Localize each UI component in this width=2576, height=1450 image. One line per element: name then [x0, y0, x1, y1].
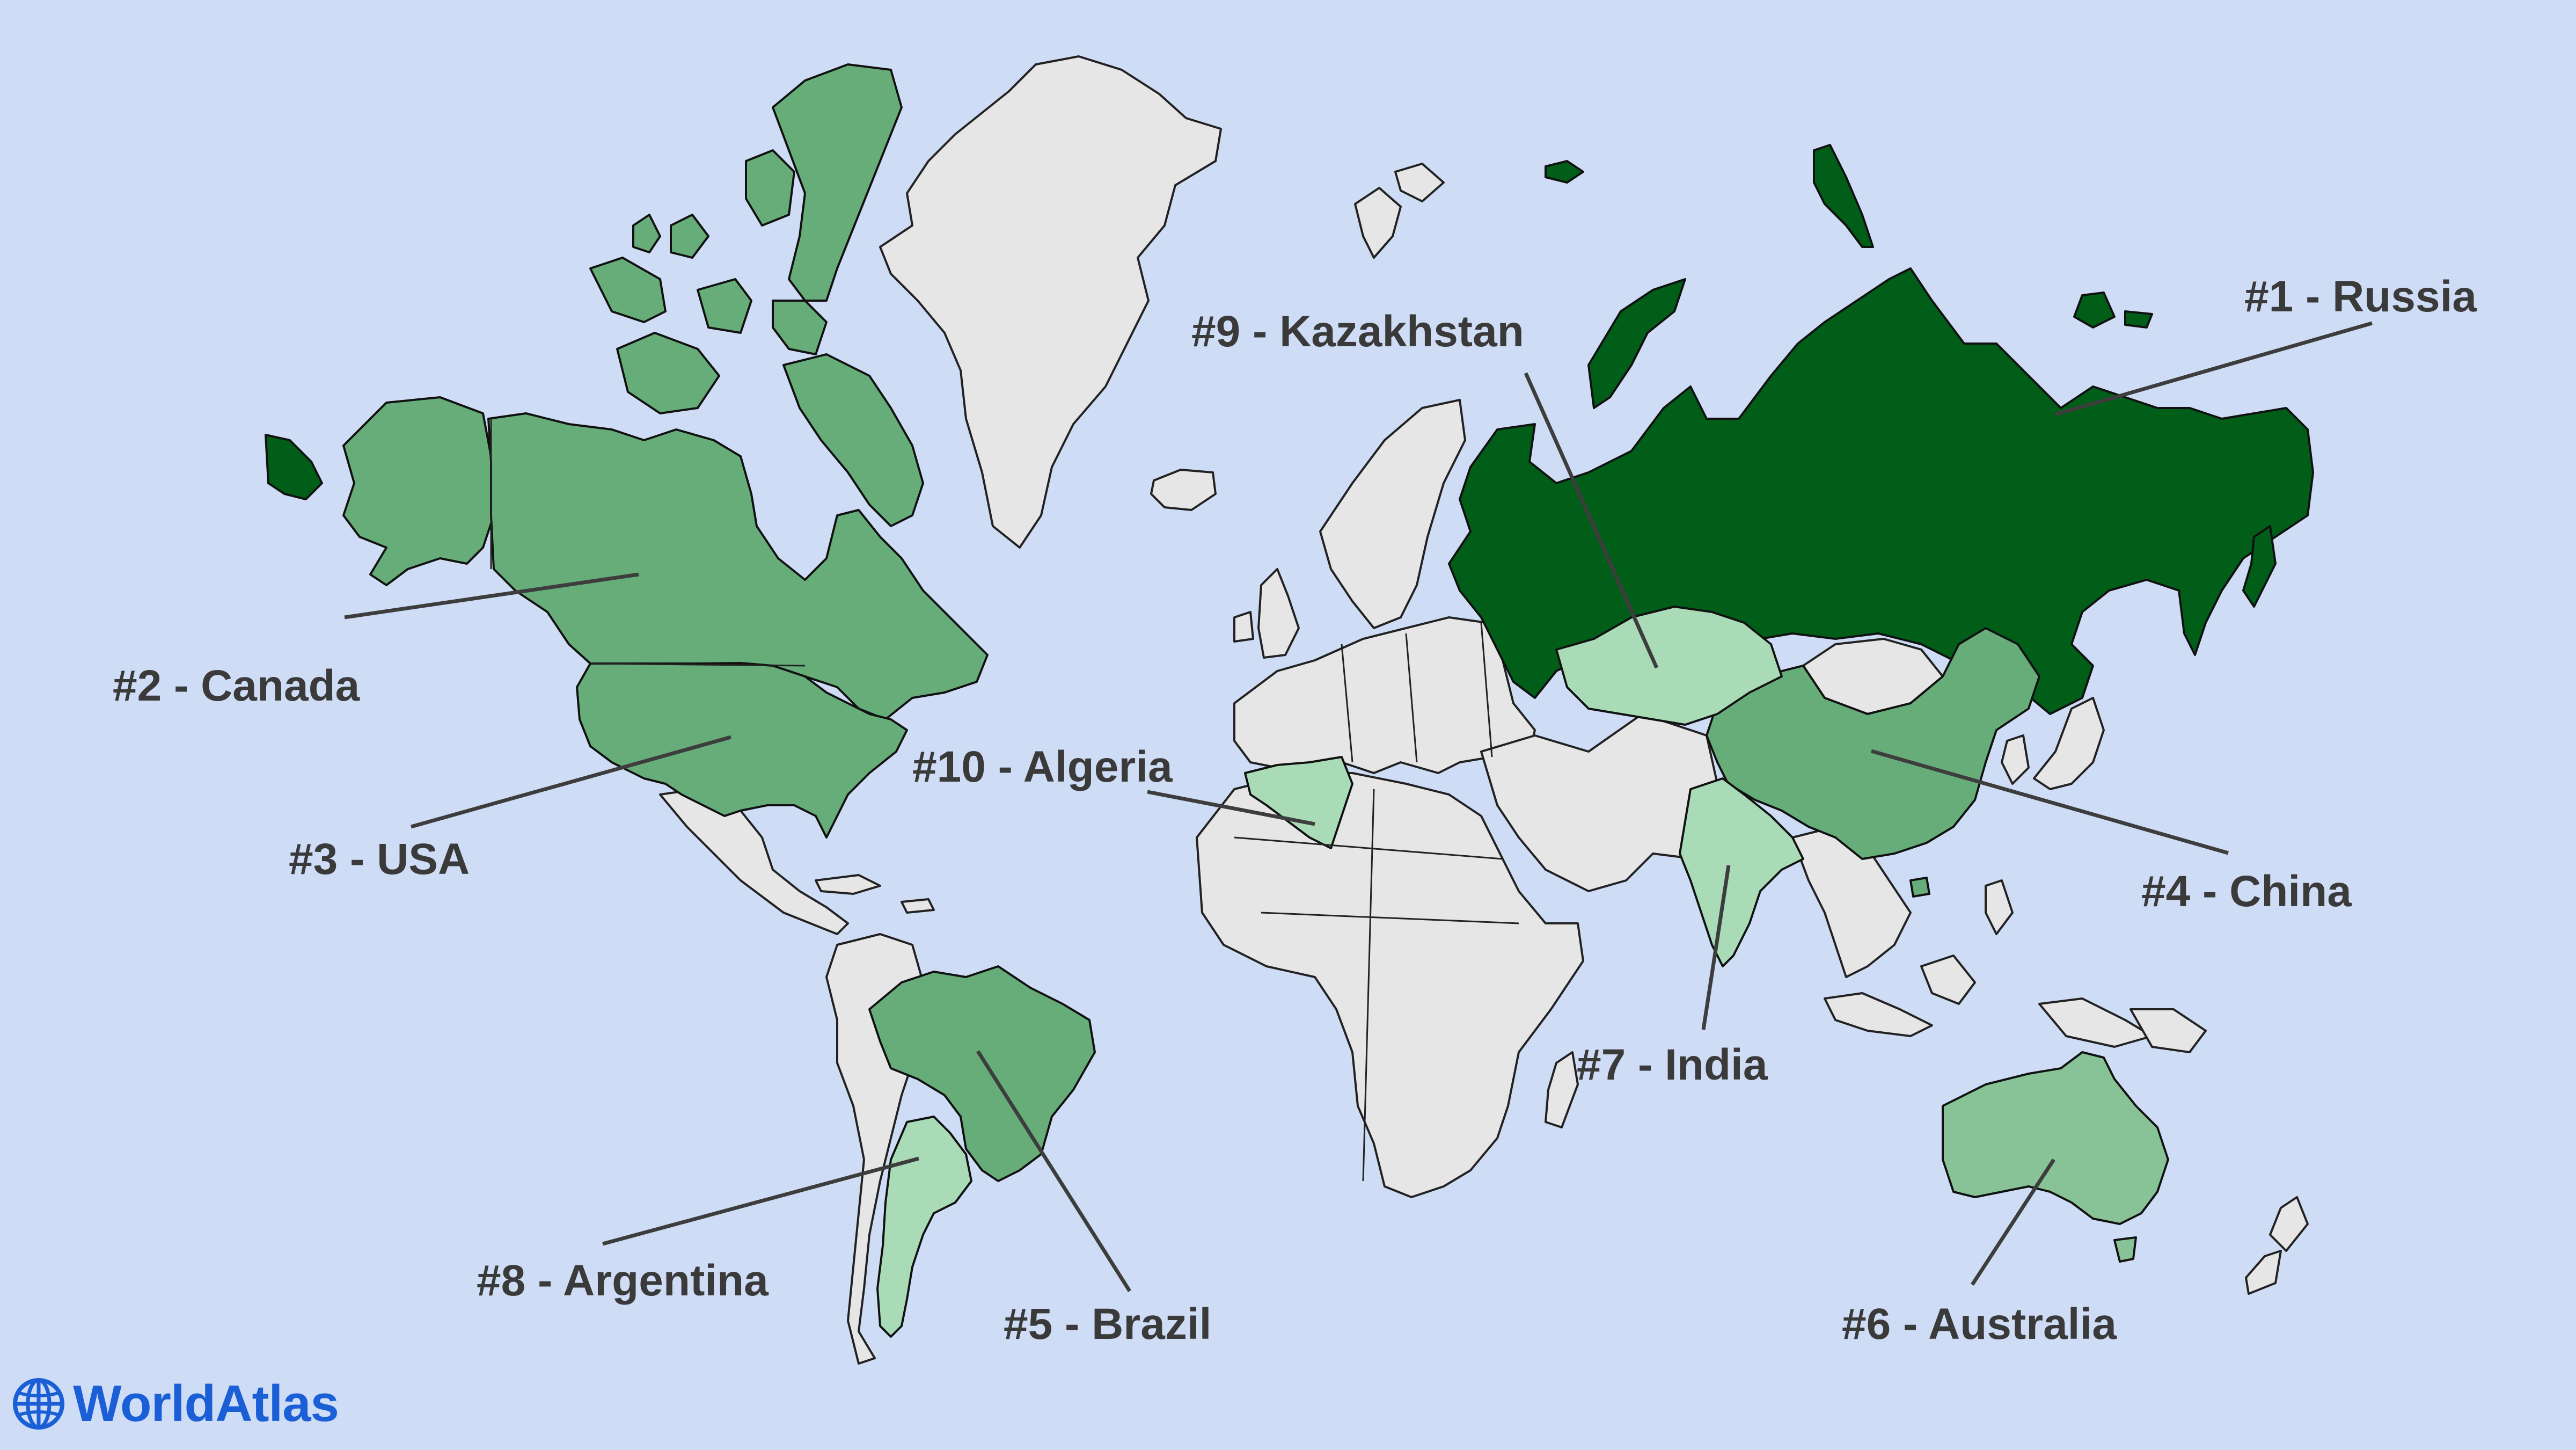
country-canada[interactable]	[487, 412, 989, 720]
label-argentina: #8 - Argentina	[477, 1256, 769, 1305]
label-algeria: #10 - Algeria	[912, 742, 1173, 791]
landmass-uk	[1233, 568, 1300, 659]
other-countries	[659, 55, 2309, 1365]
country-russia-islands[interactable]	[1545, 144, 2277, 608]
leader-australia	[1971, 1158, 2055, 1286]
leader-kazakhstan	[1524, 372, 1659, 669]
leader-russia	[2055, 321, 2373, 417]
landmass-caribbean	[815, 874, 935, 914]
leader-canada	[344, 572, 639, 620]
leader-india	[1701, 865, 1731, 1030]
landmass-new-zealand	[2245, 1196, 2309, 1295]
label-usa: #3 - USA	[289, 835, 470, 884]
leader-usa	[411, 735, 731, 829]
country-usa-alaska[interactable]	[342, 396, 495, 586]
country-australia[interactable]	[1942, 1051, 2169, 1225]
label-china: #4 - China	[2141, 867, 2352, 916]
country-australia-tasmania[interactable]	[2113, 1236, 2137, 1263]
landmass-scandinavia	[1319, 399, 1466, 629]
landmass-papua	[2129, 1008, 2207, 1053]
country-russia-chukotka[interactable]	[265, 434, 323, 500]
country-kazakhstan[interactable]	[1555, 606, 1783, 726]
country-usa[interactable]	[576, 662, 908, 839]
country-china[interactable]	[1706, 627, 2040, 860]
landmass-madagascar	[1545, 1051, 1579, 1128]
country-china-hainan[interactable]	[1909, 877, 1930, 898]
landmass-greenland	[879, 55, 1222, 549]
label-australia: #6 - Australia	[1842, 1300, 2117, 1349]
country-argentina[interactable]	[876, 1116, 972, 1338]
label-canada: #2 - Canada	[113, 661, 361, 710]
label-kazakhstan: #9 - Kazakhstan	[1191, 307, 1524, 356]
brand-name: WorldAtlas	[73, 1375, 339, 1432]
country-brazil[interactable]	[868, 965, 1096, 1182]
country-india[interactable]	[1679, 777, 1804, 967]
landmass-central-america	[659, 788, 849, 935]
landmass-indonesia	[1824, 879, 2153, 1048]
callout-labels: #1 - Russia #2 - Canada #3 - USA #4 - Ch…	[113, 272, 2477, 1349]
country-canada-islands[interactable]	[589, 63, 924, 527]
landmass-africa	[1196, 772, 1584, 1198]
leader-china	[1871, 749, 2229, 855]
leader-brazil	[976, 1050, 1131, 1292]
ranked-countries	[265, 63, 2314, 1338]
worldatlas-logo: WorldAtlas	[12, 1374, 339, 1433]
leader-algeria	[1147, 790, 1315, 826]
landmass-iceland	[1150, 469, 1217, 511]
landmass-japan	[2001, 697, 2105, 790]
landmass-svalbard	[1354, 163, 1445, 259]
leader-argentina	[602, 1156, 919, 1246]
label-brazil: #5 - Brazil	[1004, 1300, 1211, 1349]
label-russia: #1 - Russia	[2244, 272, 2477, 321]
country-algeria[interactable]	[1244, 756, 1353, 849]
label-india: #7 - India	[1577, 1040, 1768, 1089]
leader-lines	[344, 321, 2373, 1292]
globe-icon	[13, 1378, 64, 1430]
borders	[490, 419, 1519, 1182]
